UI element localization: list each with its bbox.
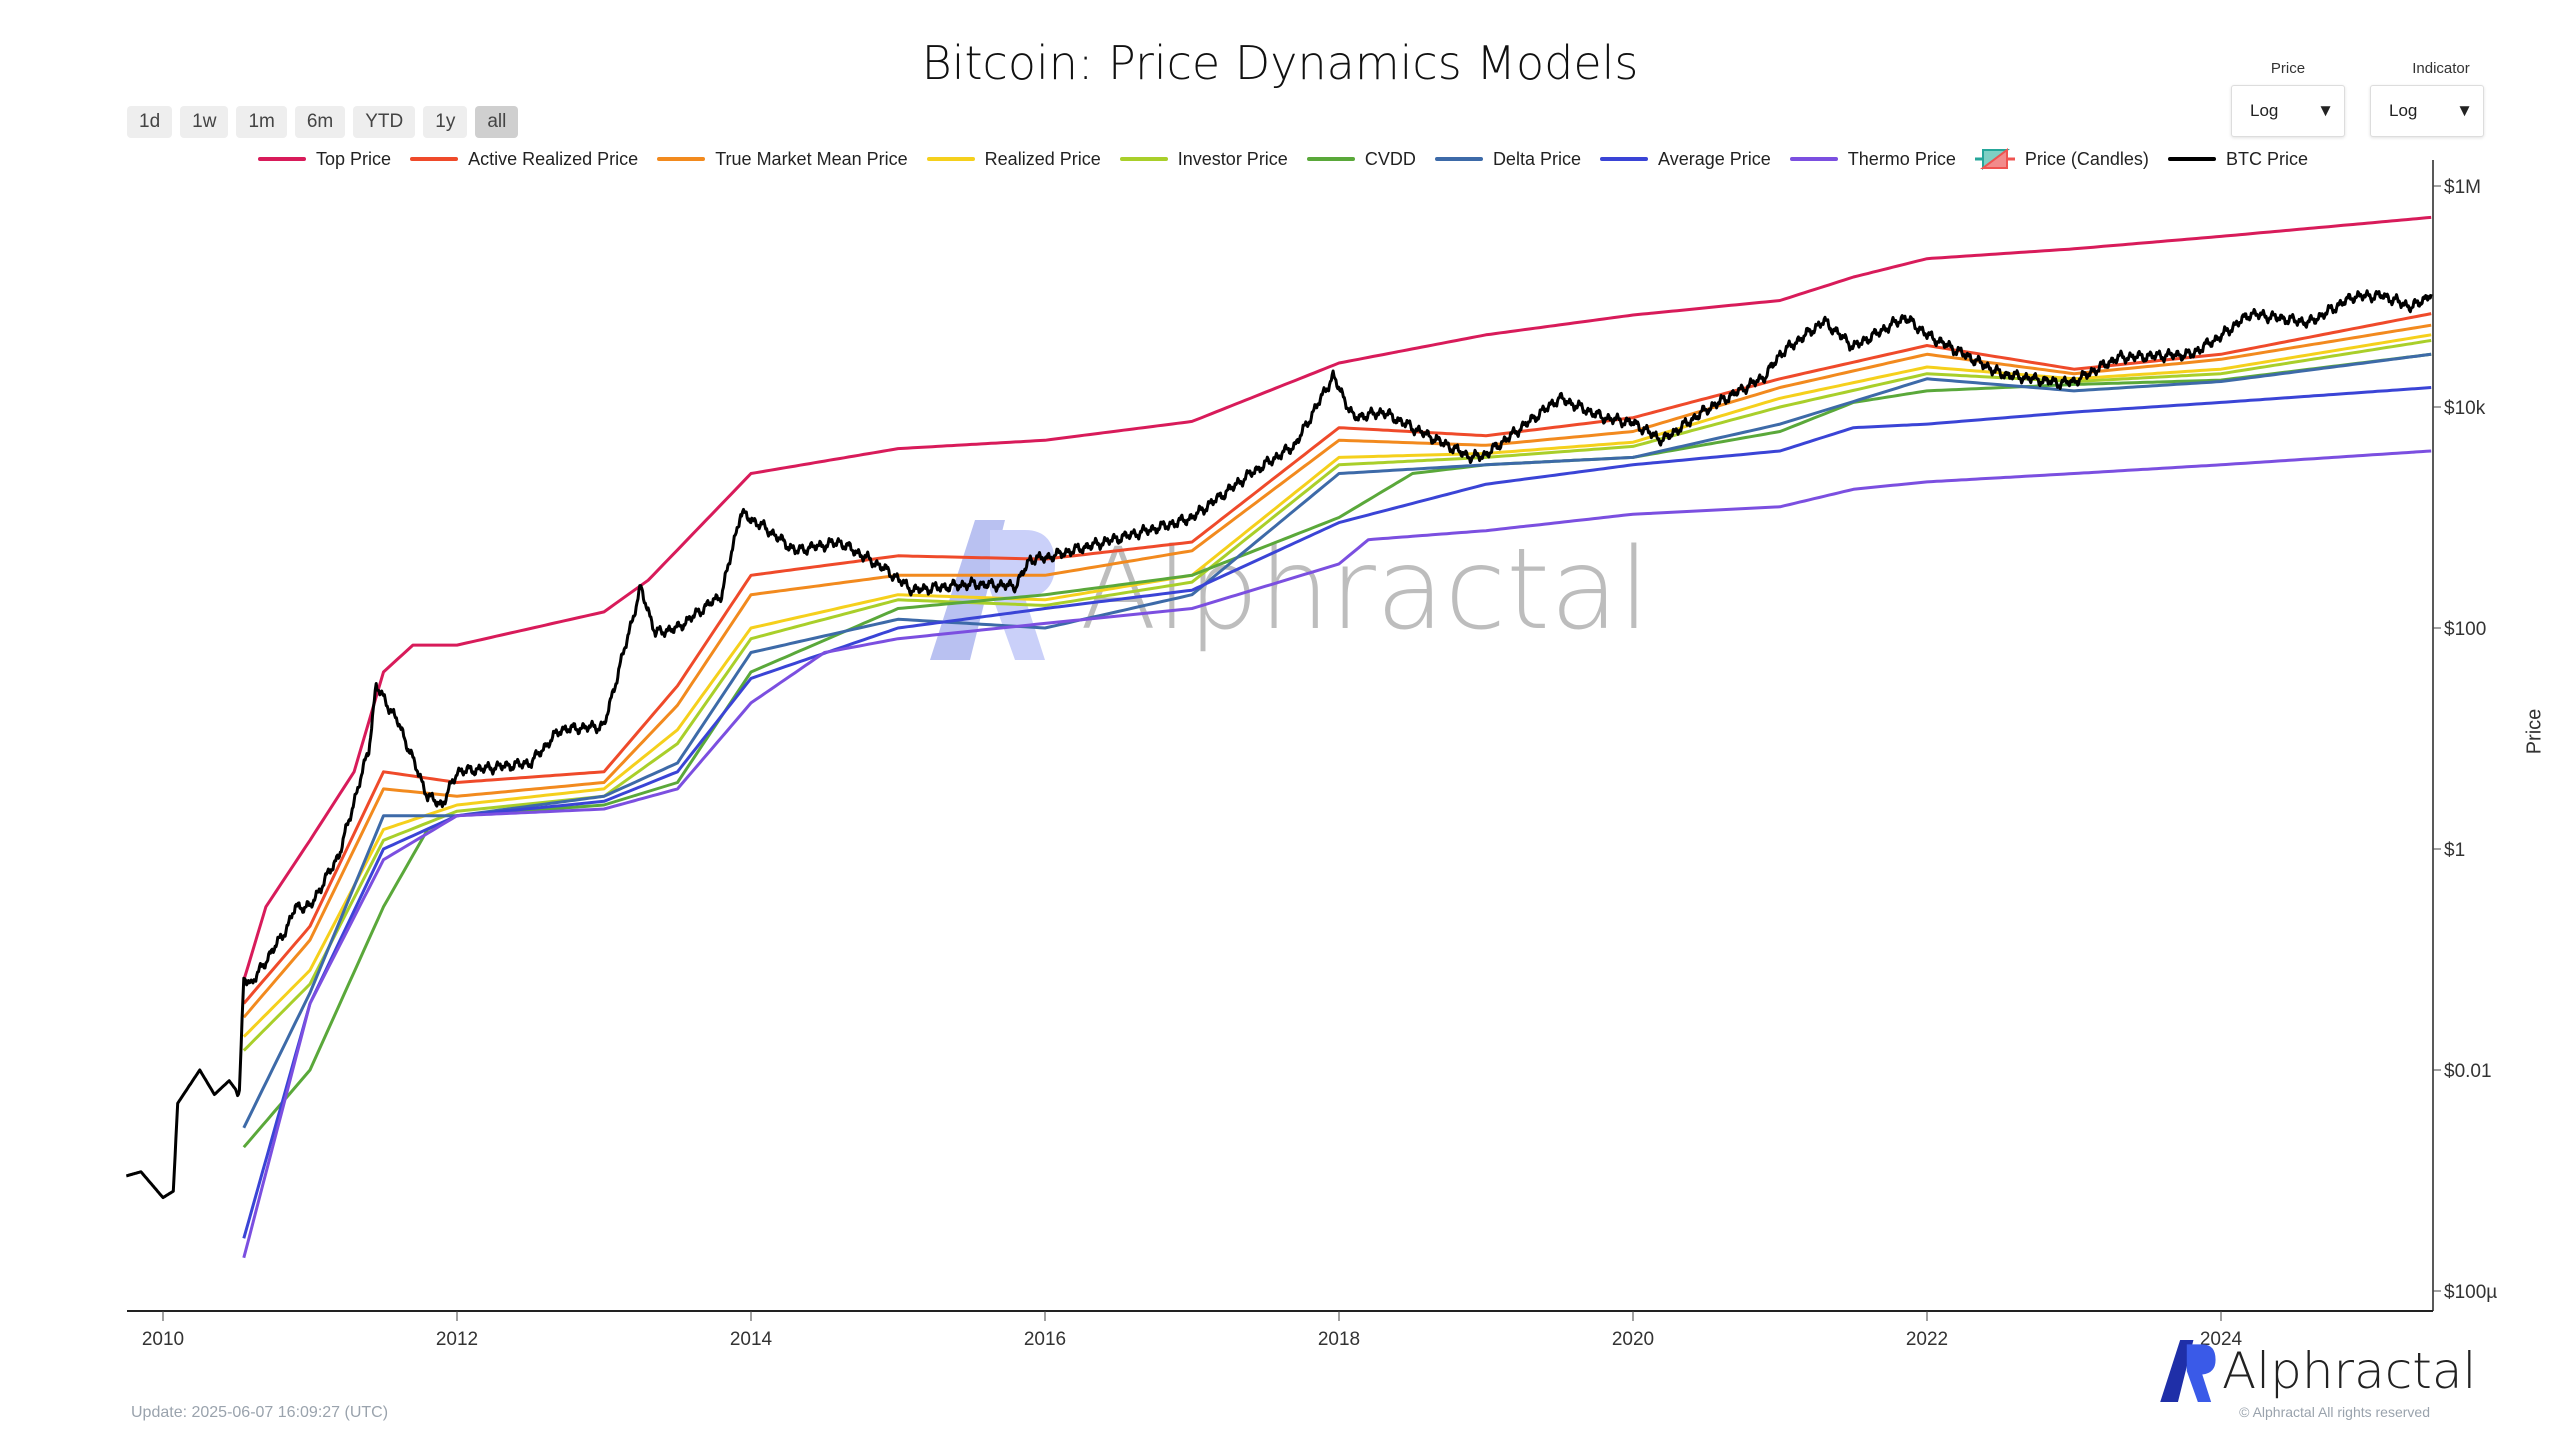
legend-swatch (1119, 157, 1168, 161)
indicator-scale-dropdown[interactable]: Log ▼ (2370, 85, 2484, 137)
legend-label: Realized Price (984, 148, 1101, 169)
y-axis-title: Price (2523, 708, 2546, 755)
x-tick-label: 2018 (1318, 1329, 1360, 1350)
indicator-scale-label: Indicator (2412, 60, 2470, 77)
candlestick-icon (1974, 148, 2015, 170)
range-button-1d[interactable]: 1d (127, 106, 173, 138)
alphractal-logo-icon (2160, 1340, 2216, 1402)
update-timestamp: Update: 2025-06-07 16:09:27 (UTC) (131, 1404, 389, 1421)
legend-label: Active Realized Price (468, 148, 639, 169)
legend-label: Investor Price (1177, 148, 1288, 169)
y-tick-label: $100 (2444, 619, 2486, 640)
caret-down-icon: ▼ (2317, 101, 2334, 120)
brand-name: Alphractal (2222, 1342, 2477, 1400)
legend-item[interactable]: BTC Price (2167, 148, 2308, 170)
legend-swatch (1600, 157, 1649, 161)
indicator-scale-value: Log (2389, 101, 2418, 120)
caret-down-icon: ▼ (2456, 101, 2473, 120)
legend-item[interactable]: CVDD (1306, 148, 1416, 170)
y-tick-label: $0.01 (2444, 1061, 2492, 1082)
legend-label: Average Price (1658, 148, 1771, 169)
series-line-btc-price (125, 289, 2433, 1200)
legend-item[interactable]: Price (Candles) (1974, 148, 2149, 170)
range-button-ytd[interactable]: YTD (353, 106, 416, 138)
legend-label: Thermo Price (1847, 148, 1956, 169)
legend-item[interactable]: Thermo Price (1789, 148, 1956, 170)
range-button-all[interactable]: all (475, 106, 519, 138)
legend-item[interactable]: Active Realized Price (410, 149, 638, 170)
legend-item[interactable]: Average Price (1600, 149, 1771, 170)
x-tick-label: 2024 (2200, 1329, 2243, 1350)
series-line-top-price (242, 215, 2432, 981)
legend-label: CVDD (1364, 148, 1416, 169)
range-button-1y[interactable]: 1y (423, 106, 468, 138)
legend-swatch (1306, 157, 1355, 161)
legend-label: Delta Price (1492, 148, 1581, 169)
legend-label: BTC Price (2225, 148, 2308, 169)
legend-item[interactable]: Delta Price (1434, 148, 1581, 170)
brand-logo: Alphractal (2156, 1340, 2476, 1402)
legend-swatch (657, 157, 706, 161)
legend-swatch (1789, 157, 1838, 161)
range-button-1m[interactable]: 1m (236, 106, 287, 138)
x-tick-label: 2020 (1612, 1329, 1654, 1350)
chart-legend: Top Price Active Realized Price True Marke… (258, 148, 2308, 170)
legend-label: Top Price (316, 148, 392, 169)
series-line-active-realized-price (242, 312, 2432, 1005)
y-tick-label: $1M (2444, 177, 2481, 198)
chart-title: Bitcoin: Price Dynamics Models (921, 36, 1639, 90)
price-scale-label: Price (2270, 60, 2306, 77)
range-button-6m[interactable]: 6m (294, 106, 346, 138)
y-tick-label: $1 (2444, 840, 2465, 861)
copyright: © Alphractal All rights reserved (2239, 1404, 2430, 1420)
x-tick-label: 2022 (1906, 1329, 1948, 1350)
legend-swatch (2167, 157, 2216, 161)
legend-swatch (258, 157, 306, 161)
x-tick-label: 2010 (142, 1329, 184, 1350)
x-tick-label: 2016 (1024, 1329, 1066, 1350)
legend-item[interactable]: True Market Mean Price (657, 148, 908, 170)
series-line-cvdd (242, 352, 2432, 1149)
x-tick-label: 2012 (436, 1329, 478, 1350)
legend-item[interactable]: Realized Price (926, 148, 1101, 170)
series-line-average-price (242, 386, 2432, 1239)
y-tick-label: $10k (2444, 398, 2486, 419)
price-scale-dropdown[interactable]: Log ▼ (2231, 85, 2345, 137)
legend-swatch (410, 157, 459, 161)
legend-item[interactable]: Investor Price (1119, 148, 1288, 170)
series-line-thermo-price (242, 449, 2432, 1259)
series-line-investor-price (242, 339, 2432, 1052)
legend-swatch (926, 157, 975, 161)
range-button-1w[interactable]: 1w (180, 106, 229, 138)
series-line-realized-price (242, 333, 2432, 1038)
legend-label: True Market Mean Price (715, 148, 908, 169)
series-line-delta-price (242, 352, 2432, 1129)
series-line-true-market-mean-price (242, 323, 2432, 1019)
legend-item[interactable]: Top Price (258, 149, 391, 170)
y-tick-label: $100µ (2444, 1282, 2497, 1303)
x-tick-label: 2014 (730, 1329, 773, 1350)
legend-label: Price (Candles) (2024, 148, 2149, 169)
legend-swatch (1434, 157, 1483, 161)
range-selector: 1d 1w 1m 6m YTD 1y all (127, 106, 519, 138)
price-scale-value: Log (2250, 101, 2279, 120)
